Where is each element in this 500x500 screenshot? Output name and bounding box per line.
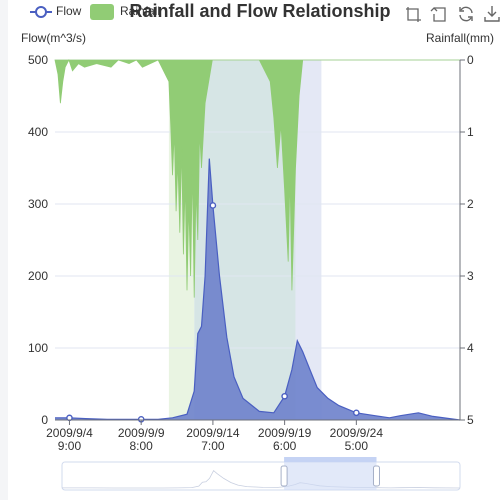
- y-left-tick-label: 200: [28, 269, 48, 283]
- y-right-tick-label: 5: [467, 413, 474, 427]
- x-tick-label-date: 2009/9/9: [118, 426, 165, 440]
- y-left-tick-label: 500: [28, 53, 48, 67]
- flow-markers: [66, 202, 360, 423]
- y-right-tick-label: 2: [467, 197, 474, 211]
- left-edge-strip: [0, 0, 8, 500]
- chart-title: Rainfall and Flow Relationship: [129, 1, 391, 21]
- x-tick-label-time: 8:00: [130, 439, 154, 453]
- y-left-tick-label: 300: [28, 197, 48, 211]
- y-axis-right-title: Rainfall(mm): [426, 31, 494, 45]
- y-axis-left-title: Flow(m^3/s): [21, 31, 86, 45]
- x-tick-label-time: 9:00: [58, 439, 82, 453]
- y-left-tick-label: 400: [28, 125, 48, 139]
- zoom-reset-icon[interactable]: [430, 5, 448, 23]
- y-axis-left: 0 100 200 300 400 500: [28, 53, 48, 427]
- flow-point[interactable]: [209, 202, 217, 209]
- zoom-icon[interactable]: [405, 5, 423, 23]
- flow-point[interactable]: [281, 392, 288, 400]
- zoom-selection[interactable]: [284, 462, 377, 490]
- x-tick-label-time: 5:00: [345, 439, 369, 453]
- legend-label-flow: Flow: [56, 4, 82, 18]
- save-image-icon[interactable]: [483, 5, 500, 23]
- y-right-tick-label: 3: [467, 269, 474, 283]
- x-tick-label-date: 2009/9/14: [186, 426, 240, 440]
- y-right-tick-label: 0: [467, 53, 474, 67]
- restore-icon[interactable]: [457, 5, 475, 23]
- zoom-handle-start[interactable]: [280, 465, 288, 487]
- x-tick-label-date: 2009/9/4: [46, 426, 93, 440]
- y-right-tick-label: 4: [467, 341, 474, 355]
- rainfall-series: [54, 58, 460, 298]
- legend-label-rainfall: Rainfall: [120, 4, 161, 18]
- flow-legend-marker: [35, 6, 47, 18]
- data-zoom-slider[interactable]: [61, 457, 461, 491]
- y-left-tick-label: 100: [28, 341, 48, 355]
- flow-point[interactable]: [353, 409, 360, 417]
- y-left-tick-label: 0: [41, 413, 48, 427]
- x-axis: 2009/9/49:00 2009/9/98:00 2009/9/147:00 200…: [46, 419, 460, 453]
- zoom-move-bar[interactable]: [284, 457, 377, 462]
- x-tick-label-date: 2009/9/24: [330, 426, 384, 440]
- rainfall-area: [54, 58, 460, 298]
- y-axis-right: 0 1 2 3 4 5: [459, 53, 474, 427]
- zoom-handle-end[interactable]: [372, 465, 380, 487]
- x-tick-label-time: 6:00: [273, 439, 297, 453]
- y-right-tick-label: 1: [467, 125, 474, 139]
- toolbox: [405, 5, 500, 25]
- x-tick-label-time: 7:00: [201, 439, 225, 453]
- zoom-track[interactable]: [61, 461, 461, 491]
- x-tick-label-date: 2009/9/19: [258, 426, 312, 440]
- rainfall-legend-swatch: [90, 4, 114, 20]
